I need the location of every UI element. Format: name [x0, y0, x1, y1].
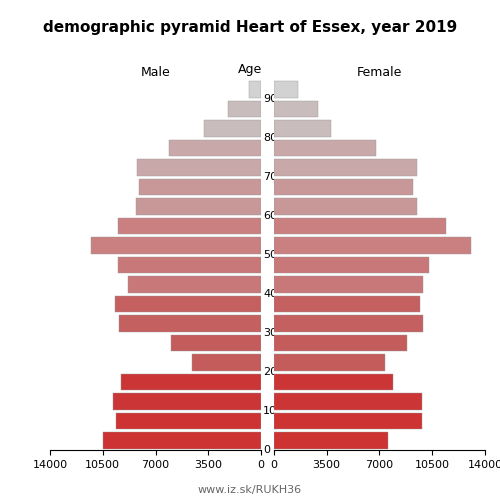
Bar — [90, 238, 261, 254]
Bar — [120, 315, 261, 332]
Text: 20: 20 — [264, 367, 278, 377]
Bar — [228, 101, 261, 117]
Bar — [118, 218, 261, 234]
Bar — [274, 218, 446, 234]
Bar — [116, 412, 261, 429]
Text: 60: 60 — [264, 212, 278, 222]
Text: 0: 0 — [264, 445, 270, 455]
Text: Age: Age — [238, 62, 262, 76]
Text: demographic pyramid Heart of Essex, year 2019: demographic pyramid Heart of Essex, year… — [43, 20, 457, 35]
Bar — [274, 120, 331, 137]
Bar — [274, 393, 422, 409]
Text: www.iz.sk/RUKH36: www.iz.sk/RUKH36 — [198, 485, 302, 495]
Bar — [121, 374, 261, 390]
Title: Male: Male — [140, 66, 170, 79]
Bar — [138, 160, 261, 176]
Bar — [274, 198, 417, 215]
Bar — [249, 82, 261, 98]
Bar — [192, 354, 261, 370]
Text: 70: 70 — [264, 172, 278, 182]
Bar — [274, 432, 388, 448]
Bar — [274, 334, 406, 351]
Text: 40: 40 — [264, 289, 278, 299]
Bar — [274, 412, 422, 429]
Bar — [274, 160, 417, 176]
Text: 10: 10 — [264, 406, 278, 416]
Bar — [274, 374, 393, 390]
Bar — [118, 256, 261, 274]
Bar — [274, 179, 412, 196]
Bar — [114, 393, 261, 409]
Bar — [274, 82, 298, 98]
Bar — [274, 296, 420, 312]
Bar — [169, 140, 261, 156]
Bar — [139, 179, 261, 196]
Text: 80: 80 — [264, 134, 278, 143]
Bar — [136, 198, 261, 215]
Bar — [115, 296, 261, 312]
Bar — [274, 315, 423, 332]
Bar — [103, 432, 261, 448]
Text: 30: 30 — [264, 328, 278, 338]
Bar — [128, 276, 261, 292]
Text: 50: 50 — [264, 250, 278, 260]
Text: 90: 90 — [264, 94, 278, 104]
Bar — [274, 238, 471, 254]
Bar — [204, 120, 261, 137]
Bar — [274, 101, 318, 117]
Bar — [274, 354, 386, 370]
Bar — [274, 276, 423, 292]
Title: Female: Female — [356, 66, 402, 79]
Bar — [274, 256, 429, 274]
Bar — [274, 140, 376, 156]
Bar — [170, 334, 261, 351]
